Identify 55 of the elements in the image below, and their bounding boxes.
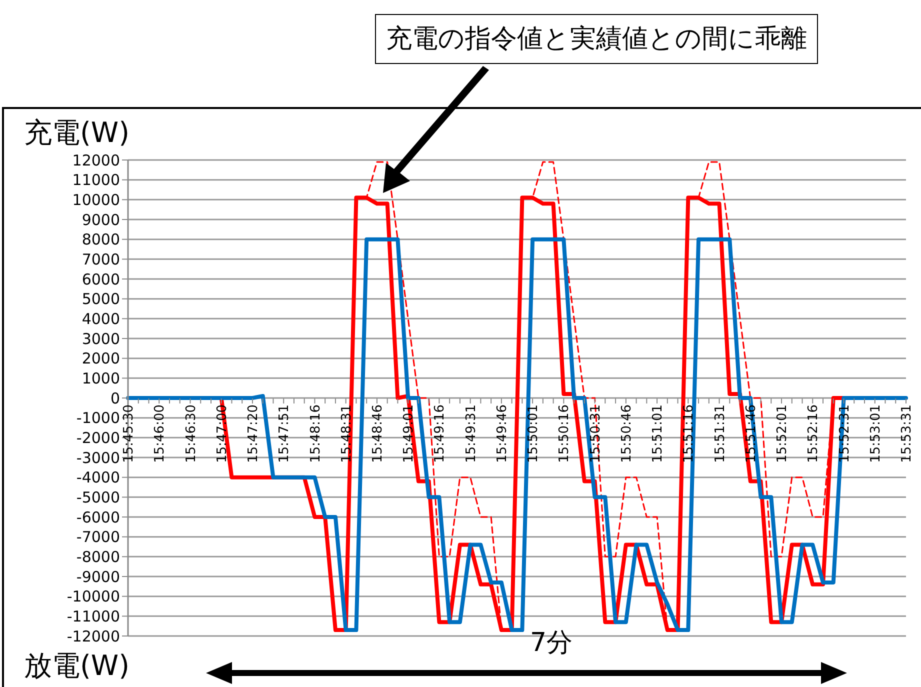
- y-tick-label: 1000: [82, 369, 120, 388]
- y-tick-label: -7000: [76, 528, 120, 546]
- y-tick-label: -3000: [76, 448, 120, 467]
- y-tick-label: 4000: [82, 310, 120, 328]
- x-tick-label: 15:52:16: [806, 404, 822, 463]
- x-tick-label: 15:50:46: [619, 404, 634, 463]
- y-tick-label: -10000: [66, 588, 120, 606]
- y-tick-label: 9000: [82, 210, 120, 229]
- x-tick-label: 15:49:16: [432, 404, 448, 463]
- annotation: 7分: [530, 627, 573, 659]
- y-tick-label: -1000: [76, 409, 120, 428]
- x-tick-label: 15:49:31: [464, 404, 479, 463]
- x-tick-label: 15:51:46: [744, 404, 759, 463]
- y-tick-label: -4000: [76, 468, 120, 487]
- x-tick-label: 15:48:46: [370, 404, 386, 463]
- y-tick-label: 8000: [82, 230, 120, 249]
- y-tick-label: 6000: [82, 270, 120, 288]
- y-tick-label: -9000: [76, 568, 120, 586]
- text: 放電(W): [24, 649, 130, 682]
- y-tick-label: 10000: [72, 190, 120, 209]
- x-tick-label: 15:53:01: [868, 404, 884, 463]
- x-tick-label: 15:51:16: [682, 404, 697, 463]
- y-tick-label: 7000: [82, 250, 120, 268]
- x-tick-label: 15:50:31: [588, 404, 604, 463]
- y-axis-title: 充電(W): [24, 116, 130, 149]
- x-tick-label: 15:50:16: [557, 404, 572, 463]
- y-tick-label: 3000: [82, 330, 120, 348]
- x-tick-label: 15:49:46: [494, 404, 510, 463]
- x-tick-label: 15:48:16: [308, 404, 324, 463]
- x-tick-label: 15:45:30: [122, 404, 137, 463]
- y-tick-label: 2000: [82, 350, 120, 368]
- x-tick-label: 15:49:01: [402, 404, 417, 463]
- y-tick-label: -12000: [66, 627, 120, 646]
- y-tick-label: 12000: [72, 151, 120, 170]
- x-tick-label: 15:53:31: [900, 404, 915, 463]
- x-tick-label: 15:50:01: [526, 404, 542, 463]
- x-tick-label: 15:48:31: [339, 404, 354, 463]
- x-tick-label: 15:51:31: [712, 404, 728, 463]
- y-tick-label: -5000: [76, 488, 120, 506]
- y-tick-label: -11000: [66, 607, 120, 626]
- x-tick-label: 15:51:01: [650, 404, 666, 463]
- x-tick-label: 15:52:31: [837, 404, 852, 463]
- y-tick-label: 11000: [72, 171, 120, 190]
- y-tick-label: -8000: [76, 548, 120, 566]
- x-tick-label: 15:46:00: [152, 404, 168, 463]
- x-tick-label: 15:47:20: [246, 404, 262, 463]
- y-tick-label: 0: [110, 389, 120, 408]
- x-tick-label: 15:47:51: [277, 404, 292, 463]
- y-tick-label: -6000: [76, 508, 120, 526]
- x-tick-label: 15:52:01: [775, 404, 790, 463]
- y-tick-label: -2000: [76, 428, 120, 447]
- x-tick-label: 15:47:00: [214, 404, 230, 463]
- x-tick-label: 15:46:30: [184, 404, 199, 463]
- y-tick-label: 5000: [82, 290, 120, 308]
- text: 充電の指令値と実績値との間に乖離: [375, 14, 818, 64]
